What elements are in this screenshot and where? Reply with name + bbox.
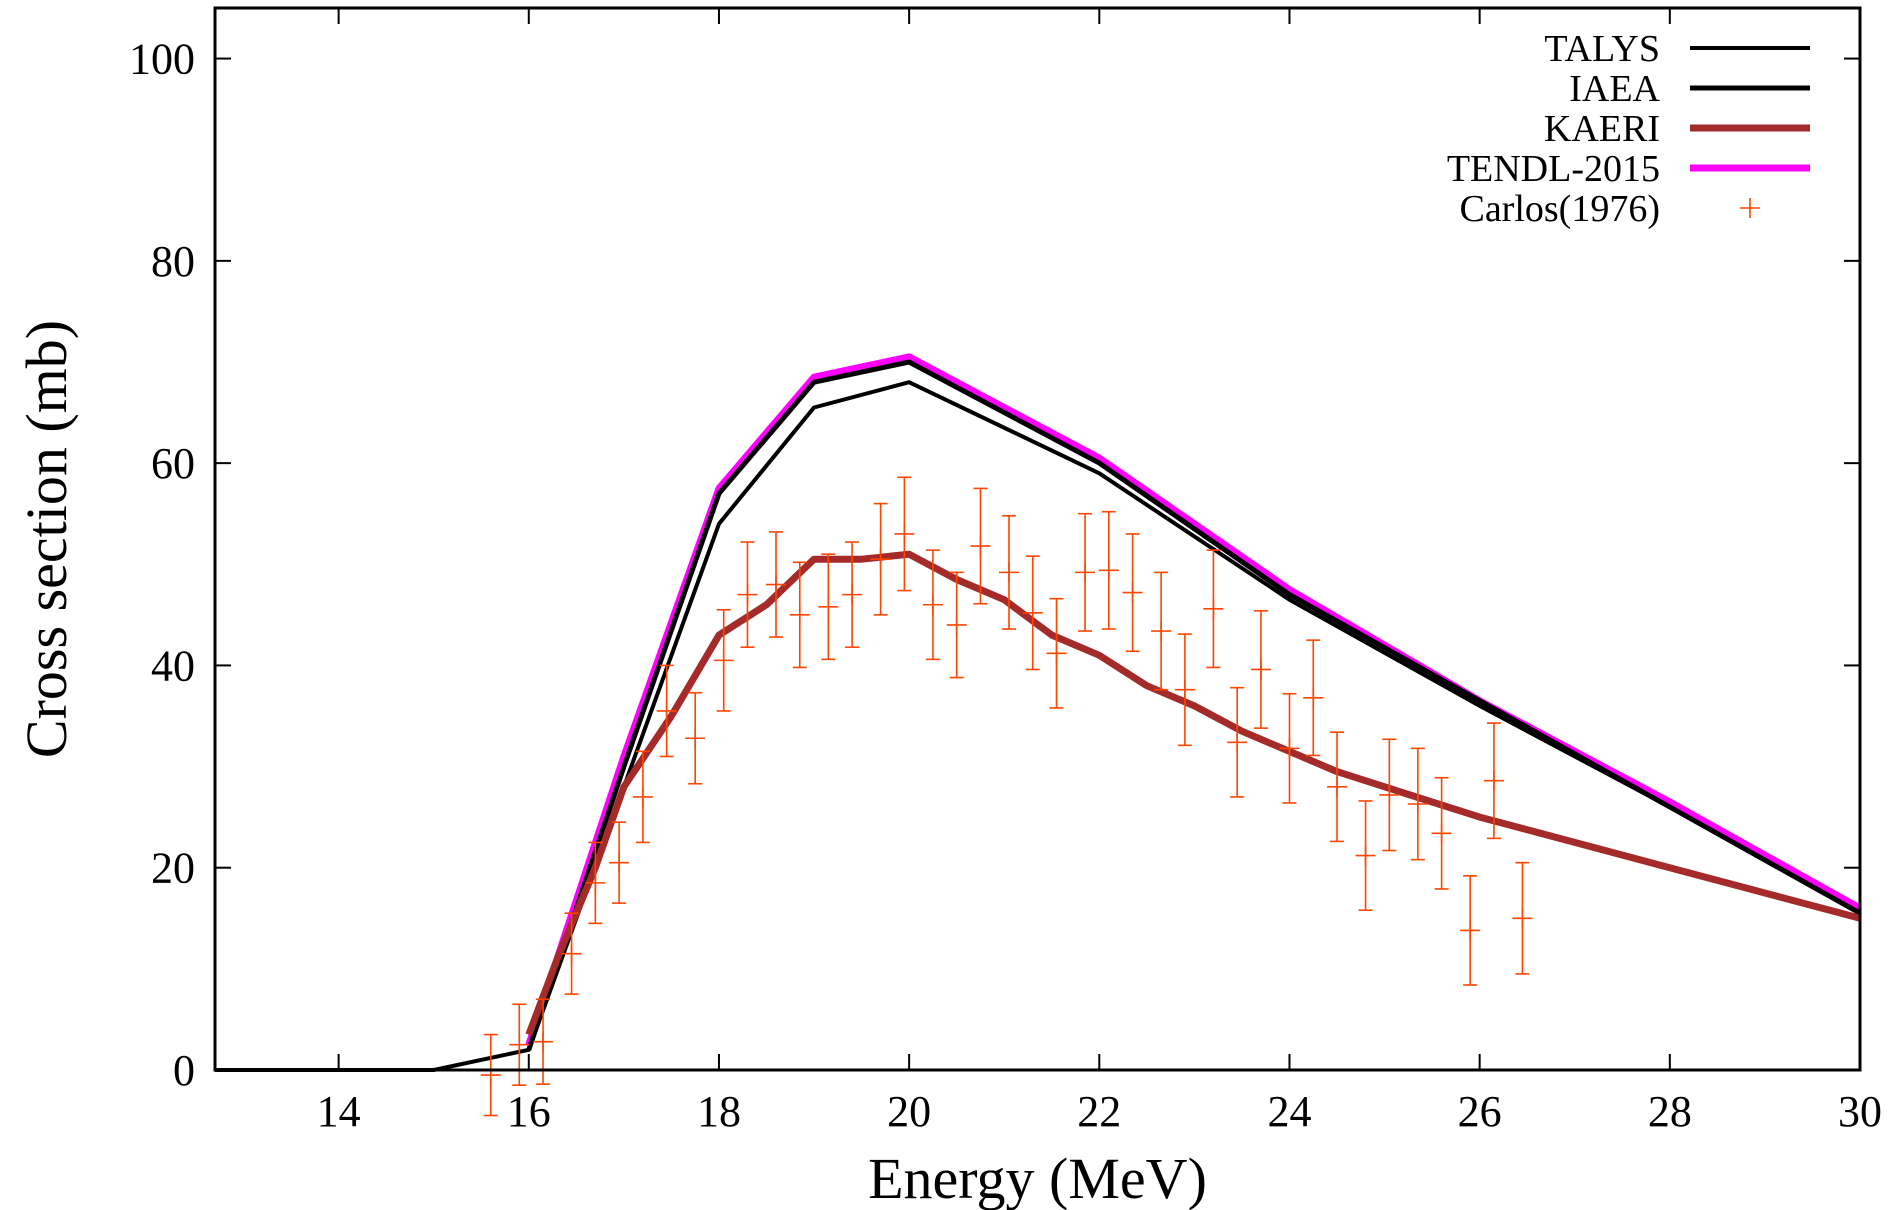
x-tick-label: 20	[887, 1087, 931, 1136]
data-point-carlos-1976	[1098, 510, 1119, 630]
data-point-carlos-1976	[766, 531, 787, 638]
y-tick-label: 100	[129, 35, 195, 84]
series-line-kaeri	[525, 550, 1861, 1036]
legend-item-carlos-1976: Carlos(1976)	[1459, 188, 1760, 230]
y-axis-title: Cross section (mb)	[14, 320, 79, 758]
plot-lines	[215, 353, 1862, 1072]
y-tick-label: 80	[151, 237, 195, 286]
legend-item-talys: TALYS	[1544, 28, 1810, 70]
data-point-carlos-1976	[685, 691, 706, 785]
tick-labels: 14 16 18 20 22 24 26 28 30 0 20 40 60 80 100	[129, 35, 1882, 1136]
legend-label: TALYS	[1544, 28, 1660, 70]
x-tick-label: 16	[507, 1087, 551, 1136]
data-point-carlos-1976	[1046, 597, 1067, 709]
legend-label: KAERI	[1544, 108, 1660, 150]
series-line-talys	[215, 380, 1861, 1072]
data-point-carlos-1976	[1227, 686, 1248, 798]
x-axis-title: Energy (MeV)	[868, 1146, 1207, 1210]
data-point-carlos-1976	[922, 549, 943, 661]
data-point-carlos-1976	[480, 1033, 501, 1117]
data-point-carlos-1976	[1483, 722, 1504, 840]
legend-item-tendl-2015: TENDL-2015	[1447, 148, 1810, 190]
x-tick-label: 14	[317, 1087, 361, 1136]
data-point-carlos-1976	[894, 476, 915, 592]
data-point-carlos-1976	[1075, 512, 1096, 632]
data-point-carlos-1976	[585, 841, 606, 925]
data-point-carlos-1976	[842, 541, 863, 649]
data-point-carlos-1976	[970, 487, 991, 605]
data-point-carlos-1976	[998, 514, 1019, 630]
data-point-carlos-1976	[1151, 571, 1172, 691]
data-point-carlos-1976	[561, 912, 582, 995]
plot-points	[480, 476, 1533, 1117]
data-point-carlos-1976	[1303, 639, 1324, 757]
data-point-carlos-1976	[1407, 747, 1428, 861]
data-point-carlos-1976	[1279, 692, 1300, 804]
series-line-iaea	[526, 359, 1862, 1051]
legend-item-iaea: IAEA	[1569, 68, 1810, 110]
data-point-carlos-1976	[818, 553, 839, 661]
x-tick-label: 22	[1077, 1087, 1121, 1136]
x-tick-label: 28	[1648, 1087, 1692, 1136]
data-point-carlos-1976	[509, 1003, 530, 1086]
data-point-carlos-1976	[1460, 875, 1481, 986]
data-point-carlos-1976	[1122, 533, 1143, 653]
data-point-carlos-1976	[737, 541, 758, 649]
legend-item-kaeri: KAERI	[1544, 108, 1810, 150]
data-point-carlos-1976	[1203, 549, 1224, 669]
x-tick-label: 18	[697, 1087, 741, 1136]
data-point-carlos-1976	[1174, 633, 1195, 747]
data-point-carlos-1976	[1327, 731, 1348, 843]
y-tick-label: 20	[151, 844, 195, 893]
data-point-carlos-1976	[1379, 738, 1400, 852]
y-tick-label: 60	[151, 439, 195, 488]
legend-label: TENDL-2015	[1447, 148, 1660, 190]
data-point-carlos-1976	[1022, 555, 1043, 671]
data-point-carlos-1976	[1355, 800, 1376, 911]
data-point-carlos-1976	[1250, 610, 1271, 729]
data-point-carlos-1976	[1512, 861, 1533, 975]
data-point-carlos-1976	[789, 561, 810, 669]
y-tick-label: 40	[151, 641, 195, 690]
data-point-carlos-1976	[1431, 776, 1452, 890]
data-point-carlos-1976	[946, 571, 967, 679]
data-point-carlos-1976	[656, 664, 677, 758]
data-point-carlos-1976	[870, 502, 891, 616]
legend-label: IAEA	[1569, 68, 1660, 110]
data-point-carlos-1976	[632, 750, 653, 844]
data-point-carlos-1976	[713, 608, 734, 712]
x-tick-label: 24	[1267, 1087, 1311, 1136]
axis-ticks	[215, 8, 1861, 1071]
series-line-tendl-2015	[525, 353, 1862, 1046]
x-tick-label: 26	[1458, 1087, 1502, 1136]
data-point-carlos-1976	[609, 821, 630, 904]
x-tick-label: 30	[1838, 1087, 1882, 1136]
plot-frame	[213, 6, 1862, 1072]
y-tick-label: 0	[173, 1046, 195, 1095]
legend-label: Carlos(1976)	[1459, 188, 1660, 230]
